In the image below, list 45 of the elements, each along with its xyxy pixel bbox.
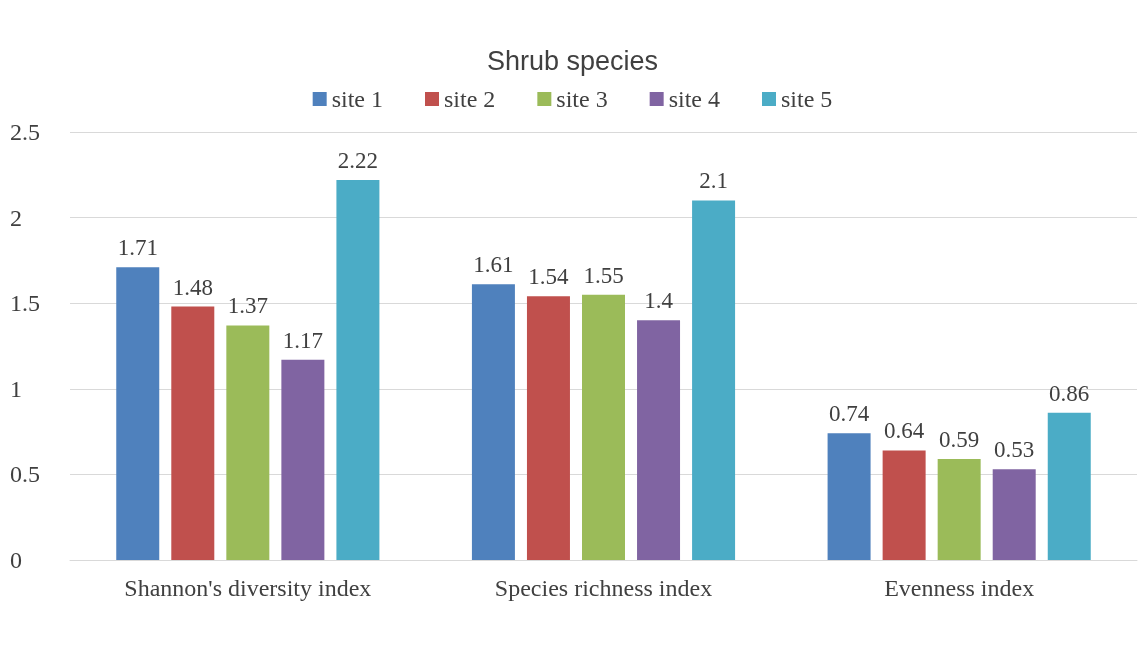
bar bbox=[637, 320, 681, 560]
bar bbox=[526, 296, 570, 560]
bar bbox=[226, 325, 270, 560]
data-label: 1.61 bbox=[473, 252, 514, 278]
legend-label: site 3 bbox=[556, 86, 608, 112]
data-label: 0.59 bbox=[939, 426, 980, 452]
data-label: 1.55 bbox=[583, 262, 624, 288]
data-label: 1.4 bbox=[644, 288, 674, 314]
data-label: 0.86 bbox=[1049, 380, 1090, 406]
bar bbox=[582, 294, 625, 560]
legend-label: site 5 bbox=[780, 86, 833, 112]
data-label: 1.37 bbox=[227, 293, 268, 319]
bar bbox=[992, 469, 1036, 560]
y-tick-label: 0 bbox=[10, 547, 22, 573]
legend-label: site 1 bbox=[331, 86, 384, 112]
y-tick-label: 0.5 bbox=[10, 461, 40, 488]
y-tick-label: 2 bbox=[10, 204, 22, 231]
chart-title: Shrub species bbox=[486, 45, 659, 76]
data-label: 0.53 bbox=[994, 437, 1035, 463]
data-label: 2.22 bbox=[337, 147, 379, 173]
data-label: 0.74 bbox=[828, 401, 870, 427]
x-tick-label: Evenness index bbox=[884, 575, 1035, 601]
legend-label: site 4 bbox=[668, 86, 720, 112]
bar bbox=[471, 284, 515, 560]
x-tick-label: Species richness index bbox=[494, 575, 713, 601]
bar bbox=[827, 433, 871, 560]
data-label: 2.1 bbox=[699, 168, 728, 194]
y-tick-label: 2.5 bbox=[10, 119, 40, 145]
bar bbox=[937, 458, 981, 560]
bar bbox=[1047, 412, 1091, 560]
y-tick-label: 1.5 bbox=[10, 290, 40, 317]
bar bbox=[336, 179, 380, 560]
bar bbox=[882, 450, 926, 560]
legend-label: site 2 bbox=[444, 86, 496, 112]
bar bbox=[171, 306, 215, 560]
data-label: 1.48 bbox=[172, 274, 213, 300]
data-label: 1.17 bbox=[282, 327, 323, 353]
x-tick-label: Shannon's diversity index bbox=[124, 575, 372, 601]
bar bbox=[692, 200, 736, 560]
bar bbox=[281, 359, 325, 560]
data-label: 1.54 bbox=[528, 264, 570, 290]
data-label: 0.64 bbox=[884, 418, 925, 444]
y-tick-label: 1 bbox=[10, 375, 22, 402]
bar bbox=[116, 267, 160, 560]
data-label: 1.71 bbox=[117, 235, 158, 261]
